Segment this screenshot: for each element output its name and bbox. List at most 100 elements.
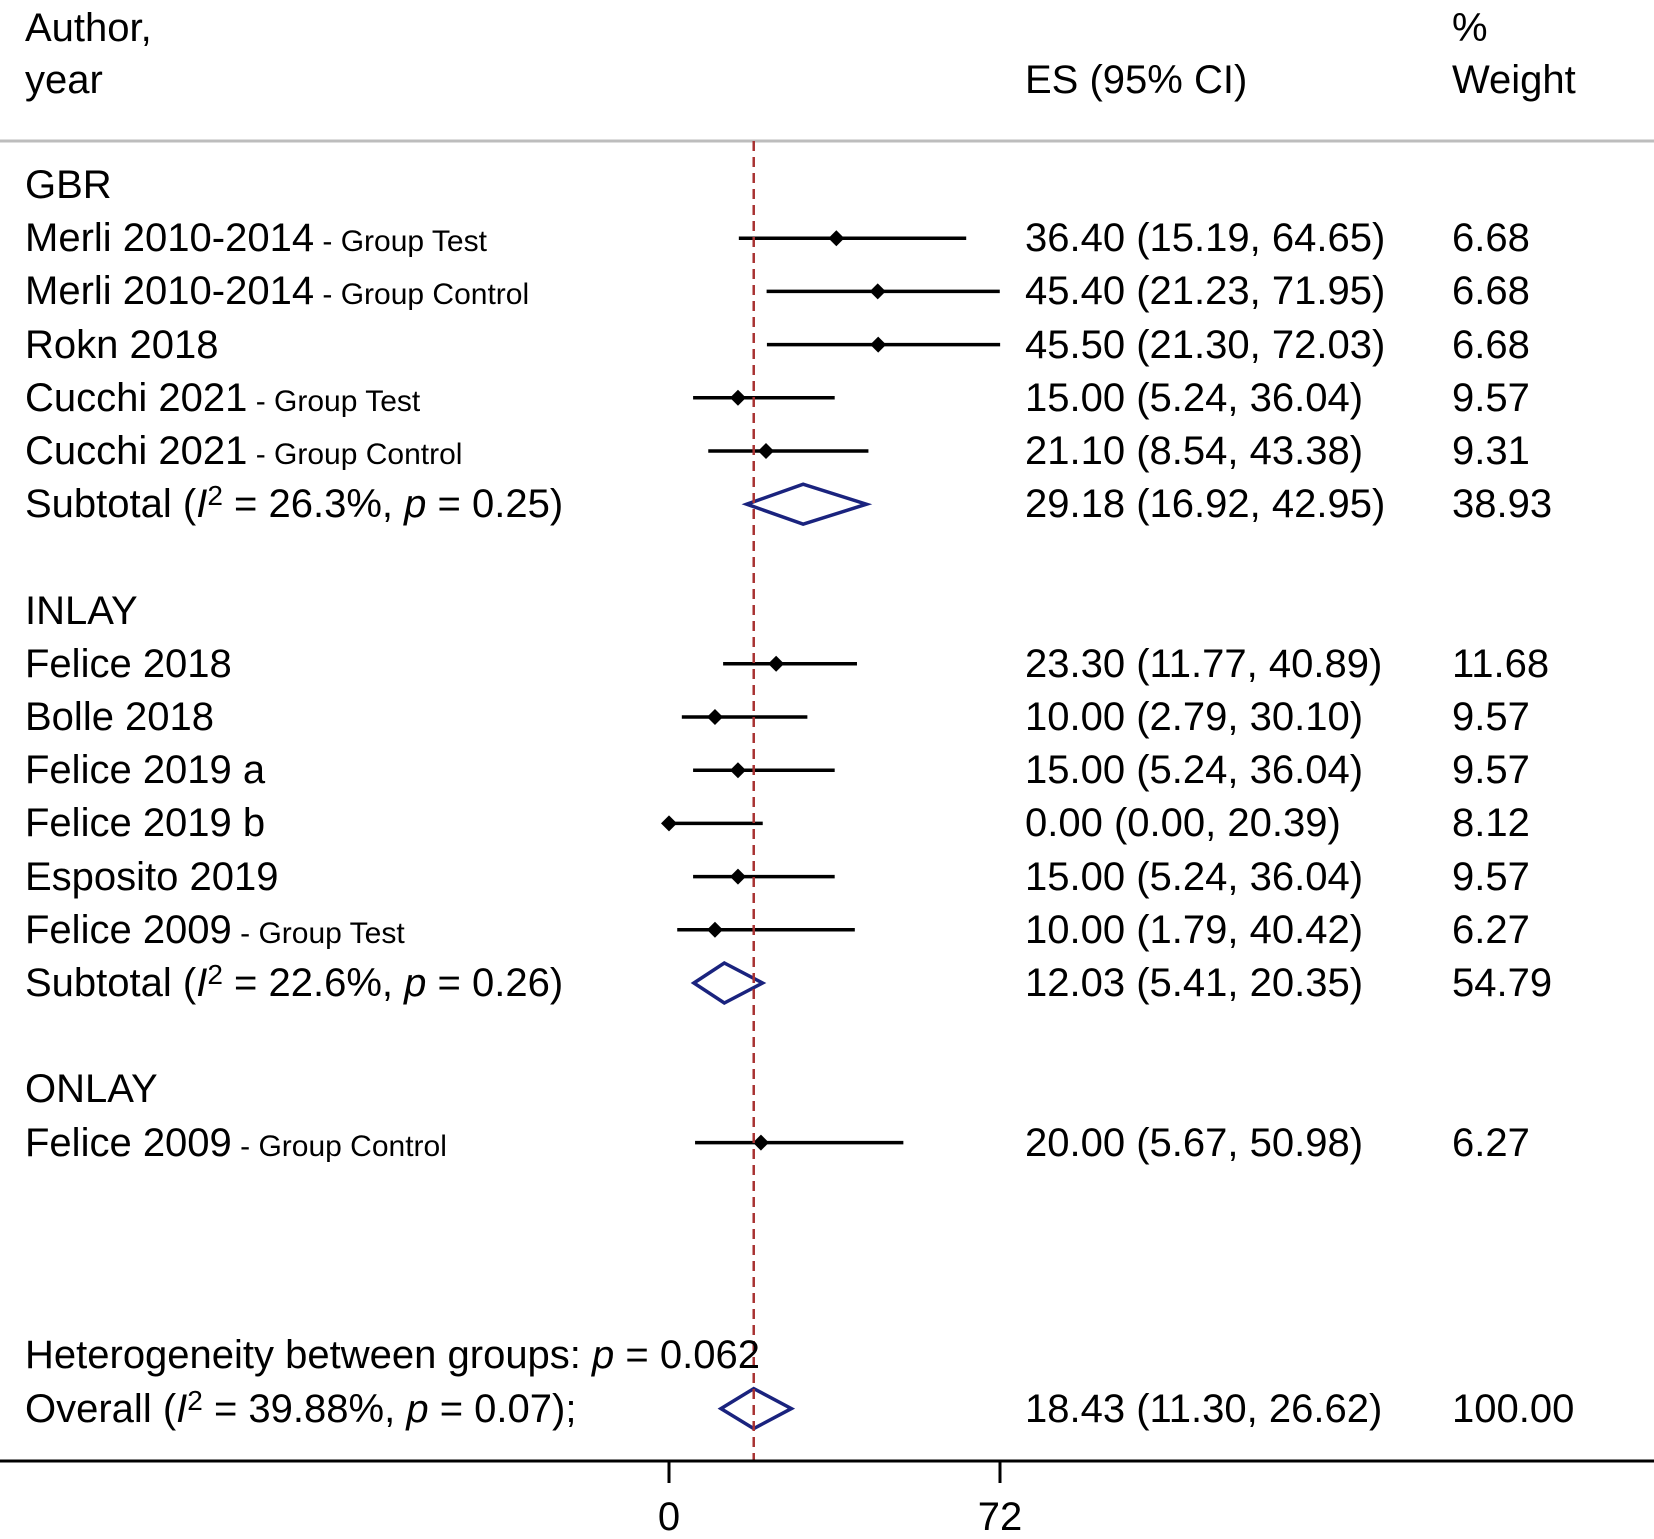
- es-value: 36.40 (15.19, 64.65): [1025, 216, 1386, 261]
- study-label: Felice 2009 - Group Control: [25, 1123, 447, 1163]
- es-value: 45.40 (21.23, 71.95): [1025, 269, 1386, 314]
- stat-label: Subtotal: [25, 961, 172, 1005]
- study-point-marker: [752, 1134, 769, 1151]
- stat-i-letter: I: [196, 482, 208, 527]
- header-study-line1: Author,: [25, 6, 152, 50]
- weight-value: 6.27: [1452, 1120, 1530, 1165]
- weight-value: 38.93: [1452, 482, 1553, 527]
- study-weight: 6.68: [1452, 325, 1530, 365]
- stat-i-letter: I: [196, 961, 208, 1005]
- subtotal-label: Subtotal (I2 = 22.6%, p = 0.26): [25, 961, 564, 1005]
- study-point-marker: [828, 230, 845, 247]
- study-es: 0.00 (0.00, 20.39): [1025, 803, 1341, 843]
- group-name: INLAY: [25, 588, 138, 633]
- weight-value: 8.12: [1452, 801, 1530, 846]
- study-point-marker: [729, 389, 746, 406]
- study-es: 10.00 (2.79, 30.10): [1025, 697, 1363, 737]
- study-es: 45.50 (21.30, 72.03): [1025, 325, 1385, 365]
- stat-label: Subtotal: [25, 482, 172, 527]
- stat-paren: (: [171, 961, 197, 1005]
- study-note: - Group Test: [231, 916, 405, 950]
- heterogeneity-p-value: = 0.062: [614, 1333, 760, 1378]
- es-value: 45.50 (21.30, 72.03): [1025, 322, 1386, 367]
- heterogeneity-label: Heterogeneity between groups: p = 0.062: [25, 1335, 760, 1375]
- weight-value: 6.68: [1452, 269, 1530, 314]
- x-axis-tick-label: 72: [977, 1495, 1023, 1539]
- study-note: - Group Test: [314, 225, 487, 259]
- group-label: ONLAY: [25, 1069, 158, 1109]
- stat-p-letter: p: [404, 961, 427, 1005]
- study-label: Esposito 2019: [25, 857, 279, 897]
- subtotal-weight: 54.79: [1452, 963, 1552, 1003]
- weight-value: 11.68: [1452, 641, 1550, 686]
- study-label: Bolle 2018: [25, 697, 214, 737]
- weight-value: 54.79: [1452, 961, 1553, 1005]
- stat-label: Overall: [25, 1386, 152, 1431]
- subtotal-es: 12.03 (5.41, 20.35): [1025, 963, 1363, 1003]
- study-label: Merli 2010-2014 - Group Control: [25, 271, 529, 311]
- stat-i-squared: 2: [207, 480, 223, 512]
- weight-value: 100.00: [1452, 1386, 1575, 1431]
- es-value: 23.30 (11.77, 40.89): [1025, 641, 1383, 686]
- weight-value: 6.68: [1452, 322, 1530, 367]
- study-weight: 6.27: [1452, 910, 1530, 950]
- subtotal-label: Subtotal (I2 = 26.3%, p = 0.25): [25, 482, 564, 527]
- weight-value: 9.57: [1452, 695, 1530, 739]
- weight-value: 9.31: [1452, 429, 1530, 473]
- study-name: Merli 2010-2014: [25, 216, 315, 261]
- stat-p-value: = 0.26): [426, 961, 564, 1005]
- study-note: - Group Control: [314, 278, 530, 312]
- study-weight: 9.57: [1452, 378, 1530, 418]
- study-es: 20.00 (5.67, 50.98): [1025, 1123, 1363, 1163]
- stat-i2-value: = 22.6%,: [222, 961, 405, 1005]
- study-es: 15.00 (5.24, 36.04): [1025, 857, 1363, 897]
- x-axis-tick-label: 0: [657, 1495, 681, 1539]
- study-label: Rokn 2018: [25, 325, 218, 365]
- overall-label: Overall (I2 = 39.88%, p = 0.07);: [25, 1386, 576, 1431]
- study-weight: 11.68: [1452, 644, 1549, 684]
- es-value: 10.00 (1.79, 40.42): [1025, 907, 1364, 952]
- study-es: 23.30 (11.77, 40.89): [1025, 644, 1382, 684]
- study-name: Merli 2010-2014: [25, 269, 315, 314]
- study-name: Cucchi 2021: [25, 375, 248, 420]
- heterogeneity-text: Heterogeneity between groups:: [25, 1333, 593, 1378]
- study-name: Felice 2009: [25, 1120, 232, 1165]
- study-point-marker: [870, 336, 887, 353]
- study-weight: 9.57: [1452, 697, 1530, 737]
- stat-i-letter: I: [176, 1386, 188, 1431]
- study-weight: 9.57: [1452, 857, 1530, 897]
- es-value: 18.43 (11.30, 26.62): [1025, 1386, 1383, 1431]
- subtotal-weight: 38.93: [1452, 484, 1552, 524]
- es-value: 15.00 (5.24, 36.04): [1025, 748, 1364, 793]
- study-point-marker: [661, 815, 677, 832]
- es-value: 21.10 (8.54, 43.38): [1025, 429, 1364, 473]
- study-es: 36.40 (15.19, 64.65): [1025, 218, 1385, 258]
- es-value: 0.00 (0.00, 20.39): [1025, 801, 1341, 846]
- overall-weight: 100.00: [1452, 1389, 1574, 1429]
- header-weight-line2: Weight: [1452, 58, 1576, 102]
- study-name: Felice 2018: [25, 641, 232, 686]
- study-point-marker: [758, 443, 775, 459]
- study-weight: 6.68: [1452, 218, 1530, 258]
- study-note: - Group Control: [231, 1129, 447, 1163]
- stat-p-value: = 0.25): [426, 482, 564, 527]
- study-name: Felice 2009: [25, 907, 232, 952]
- study-label: Felice 2018: [25, 644, 232, 684]
- overall-diamond: [717, 1386, 796, 1431]
- study-point-marker: [869, 283, 886, 300]
- stat-paren: (: [171, 482, 197, 527]
- stat-i2-value: = 39.88%,: [202, 1386, 407, 1431]
- study-point-marker: [706, 921, 723, 938]
- es-value: 29.18 (16.92, 42.95): [1025, 482, 1386, 527]
- study-label: Felice 2009 - Group Test: [25, 910, 405, 950]
- group-label: INLAY: [25, 591, 138, 631]
- es-value: 12.03 (5.41, 20.35): [1025, 961, 1364, 1005]
- study-name: Bolle 2018: [25, 695, 215, 739]
- es-value: 10.00 (2.79, 30.10): [1025, 695, 1364, 739]
- header-weight-line1: %: [1452, 6, 1488, 50]
- study-name: Rokn 2018: [25, 322, 219, 367]
- study-es: 10.00 (1.79, 40.42): [1025, 910, 1363, 950]
- study-weight: 9.57: [1452, 750, 1530, 790]
- study-note: - Group Test: [247, 384, 421, 418]
